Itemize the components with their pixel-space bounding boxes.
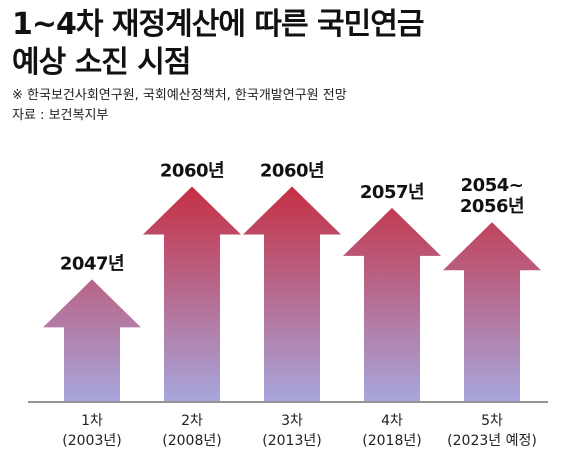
- arrow-bar-5: [443, 222, 541, 401]
- x-tick-label-line: 1차: [81, 413, 103, 429]
- x-tick-label-2: 2차 (2008년): [162, 413, 221, 449]
- value-label-3: 2060년: [260, 160, 324, 181]
- x-tick-label-4: 4차 (2018년): [362, 413, 421, 449]
- source-note-line-1: ※ 한국보건사회연구원, 국회예산정책처, 한국개발연구원 전망: [12, 88, 347, 103]
- value-label-4: 2057년: [360, 182, 424, 203]
- arrow-bar-1: [43, 279, 141, 401]
- arrow-bar-2: [143, 186, 241, 401]
- x-tick-label-3: 3차 (2013년): [262, 413, 321, 449]
- arrow-bar-3: [243, 186, 341, 401]
- value-label-line: 2047년: [60, 253, 124, 274]
- value-label-line: 2060년: [260, 160, 324, 181]
- x-tick-label-line: (2008년): [162, 433, 221, 449]
- x-tick-label-1: 1차 (2003년): [62, 413, 121, 449]
- value-label-2: 2060년: [160, 160, 224, 181]
- value-label-line: 2060년: [160, 160, 224, 181]
- x-tick-label-line: 3차: [281, 413, 303, 429]
- x-tick-label-line: (2013년): [262, 433, 321, 449]
- chart-title-line-1: 1~4차 재정계산에 따른 국민연금: [12, 7, 424, 42]
- x-tick-label-5: 5차 (2023년 예정): [447, 413, 537, 449]
- x-tick-label-line: 5차: [481, 413, 503, 429]
- x-tick-label-line: 2차: [181, 413, 203, 429]
- value-label-5: 2054~ 2056년: [460, 175, 524, 217]
- value-label-1: 2047년: [60, 253, 124, 274]
- value-label-line: 2057년: [360, 182, 424, 203]
- chart-title: 1~4차 재정계산에 따른 국민연금 예상 소진 시점: [12, 6, 424, 82]
- x-tick-label-line: (2003년): [62, 433, 121, 449]
- value-label-line: 2054~: [461, 175, 524, 196]
- value-label-line: 2056년: [460, 196, 524, 217]
- x-tick-label-line: (2018년): [362, 433, 421, 449]
- arrow-bar-4: [343, 207, 441, 401]
- x-tick-label-line: 4차: [381, 413, 403, 429]
- x-tick-label-line: (2023년 예정): [447, 433, 537, 449]
- source-note: ※ 한국보건사회연구원, 국회예산정책처, 한국개발연구원 전망 자료 : 보건…: [12, 86, 347, 126]
- source-note-line-2: 자료 : 보건복지부: [12, 108, 109, 123]
- chart-title-line-2: 예상 소진 시점: [12, 45, 192, 80]
